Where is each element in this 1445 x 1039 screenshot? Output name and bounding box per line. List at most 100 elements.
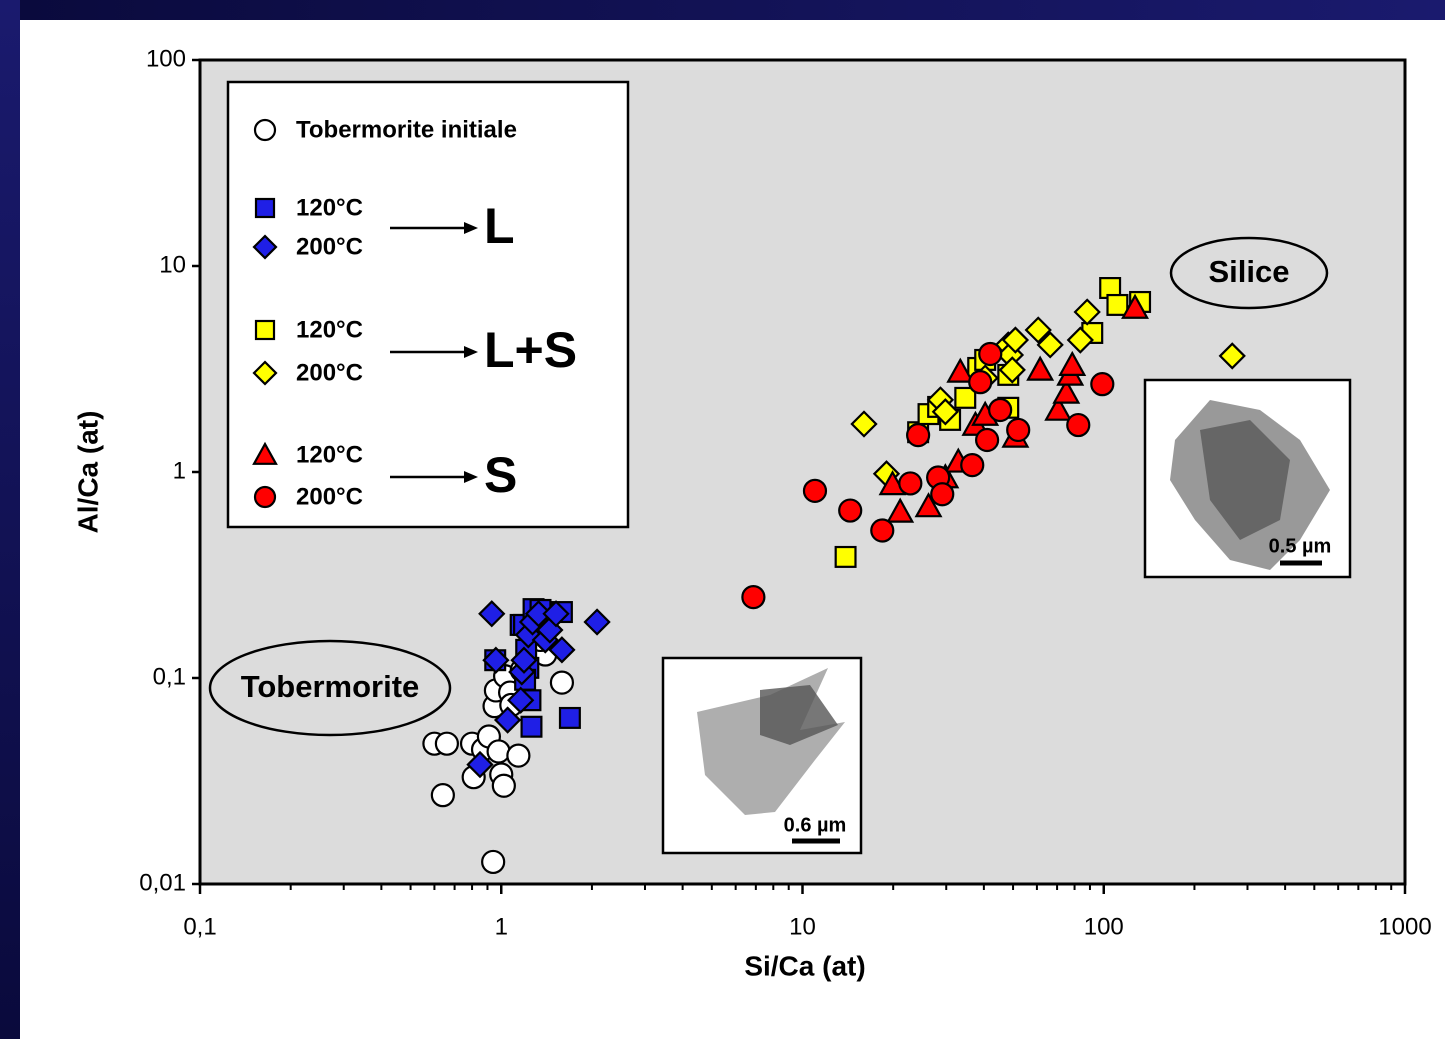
- point: [486, 739, 511, 764]
- legend-marker: [254, 319, 276, 341]
- point: [434, 731, 459, 756]
- annotation: Tobermorite: [241, 669, 420, 704]
- point: [960, 453, 985, 478]
- point: [898, 471, 923, 496]
- point: [978, 341, 1003, 367]
- legend-label: 120°C: [296, 316, 363, 343]
- legend-label: 120°C: [296, 441, 363, 468]
- point: [1006, 417, 1031, 443]
- legend-group-label: S: [484, 447, 517, 503]
- legend-label: 200°C: [296, 233, 363, 260]
- legend-marker: [252, 441, 278, 465]
- x-tick-label: 0,1: [183, 913, 216, 940]
- point: [1121, 293, 1149, 319]
- legend-arrowhead: [464, 222, 478, 234]
- legend-group-label: L+S: [484, 322, 577, 378]
- point: [802, 478, 828, 503]
- legend-marker: [253, 118, 277, 142]
- point: [558, 706, 581, 729]
- scale-label: 0.6 µm: [784, 814, 847, 836]
- point: [1036, 331, 1064, 359]
- point: [886, 497, 915, 523]
- point: [1066, 326, 1094, 354]
- point: [549, 670, 575, 695]
- annotation: Silice: [1209, 254, 1290, 289]
- x-tick-label: 10: [789, 913, 816, 940]
- point: [930, 482, 955, 507]
- point: [542, 600, 570, 628]
- point: [1024, 316, 1052, 344]
- y-axis-label: Al/Ca (at): [72, 411, 103, 534]
- point: [838, 498, 863, 523]
- legend: Tobermorite initiale 120°C 200°C 120°C 200°C…: [252, 116, 577, 510]
- point: [931, 398, 960, 426]
- legend-box: [226, 80, 630, 529]
- y-tick-label: 100: [146, 45, 186, 72]
- point: [946, 357, 975, 383]
- legend-label: 200°C: [296, 359, 363, 386]
- point: [506, 743, 531, 768]
- point: [870, 518, 895, 543]
- point: [493, 706, 522, 734]
- point: [954, 386, 977, 409]
- point: [548, 636, 576, 664]
- legend-label: 120°C: [296, 194, 363, 221]
- y-tick-label: 1: [173, 457, 186, 484]
- point: [481, 849, 506, 875]
- marks: [422, 276, 1246, 875]
- point: [1073, 298, 1101, 326]
- point: [507, 686, 535, 714]
- inset-particle: [760, 685, 838, 745]
- point: [430, 783, 455, 808]
- point: [491, 773, 516, 798]
- point: [906, 423, 931, 448]
- legend-group-label: L: [484, 198, 515, 254]
- slide-band-left: [0, 0, 20, 1039]
- point: [850, 410, 878, 438]
- point: [834, 545, 857, 568]
- point: [1058, 350, 1087, 376]
- point: [583, 608, 611, 636]
- point: [466, 750, 494, 779]
- x-tick-label: 1: [495, 913, 508, 940]
- point: [478, 600, 506, 628]
- point: [1052, 378, 1081, 404]
- legend-marker: [254, 197, 276, 219]
- annotation-ellipse: [208, 639, 452, 737]
- x-tick-label: 100: [1084, 913, 1124, 940]
- point: [1044, 395, 1073, 421]
- slide-band-top: [0, 0, 1445, 20]
- point: [914, 492, 943, 518]
- point: [1090, 372, 1115, 397]
- point: [998, 356, 1026, 384]
- point: [482, 646, 510, 674]
- point: [1066, 412, 1091, 438]
- point: [520, 715, 543, 738]
- y-tick-label: 0,1: [153, 663, 186, 690]
- point: [1106, 293, 1129, 316]
- y-tick-label: 0,01: [139, 869, 186, 896]
- legend-marker: [252, 360, 278, 386]
- annotation-ellipse: [1169, 236, 1329, 310]
- point: [988, 397, 1013, 423]
- legend-label: 200°C: [296, 483, 363, 510]
- legend-marker: [252, 234, 278, 260]
- legend-marker: [253, 485, 277, 509]
- y-tick-label: 10: [159, 251, 186, 278]
- point: [968, 370, 993, 395]
- point: [1218, 342, 1246, 370]
- point: [1001, 326, 1030, 354]
- point: [536, 616, 564, 644]
- point: [741, 585, 766, 610]
- legend-arrowhead: [464, 346, 478, 358]
- scale-label: 0.5 µm: [1269, 535, 1332, 557]
- legend-arrowhead: [464, 471, 478, 483]
- x-axis-label: Si/Ca (at): [744, 950, 865, 981]
- inset-particle: [1200, 420, 1290, 540]
- point: [1026, 355, 1055, 381]
- point: [975, 427, 1000, 453]
- x-tick-label: 1000: [1378, 913, 1431, 940]
- point: [510, 646, 538, 674]
- legend-label: Tobermorite initiale: [296, 116, 517, 143]
